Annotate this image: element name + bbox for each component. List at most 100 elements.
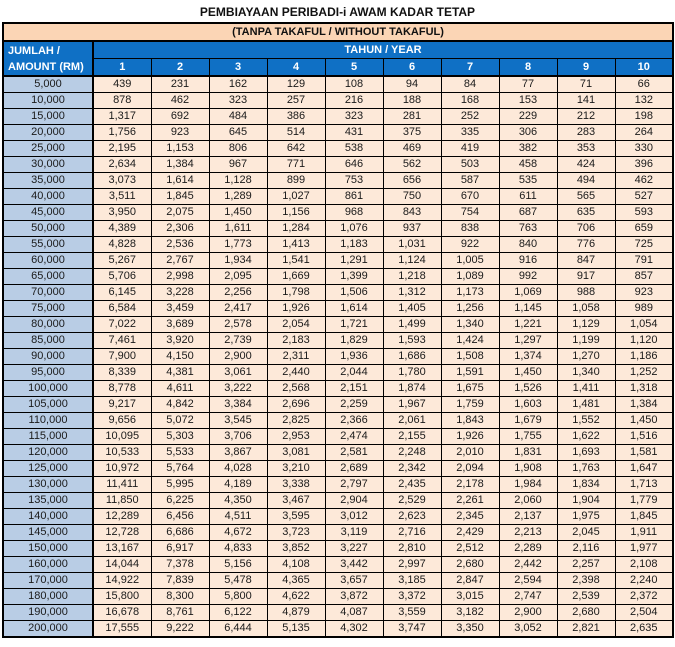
payment-value-cell: 1,984 (498, 476, 558, 493)
payment-value-cell: 15,800 (92, 588, 152, 605)
payment-value-cell: 861 (324, 188, 384, 205)
payment-value-cell: 335 (440, 124, 500, 141)
payment-value-cell: 2,568 (266, 380, 326, 397)
payment-value-cell: 565 (556, 188, 616, 205)
payment-value-cell: 3,595 (266, 508, 326, 525)
table-row: 5,000 439 231 162 129 108 94 84 77 71 66 (2, 75, 674, 93)
payment-value-cell: 7,022 (92, 316, 152, 333)
amount-cell: 125,000 (2, 460, 94, 477)
payment-value-cell: 1,908 (498, 460, 558, 477)
payment-value-cell: 2,095 (208, 268, 268, 285)
payment-value-cell: 2,689 (324, 460, 384, 477)
payment-value-cell: 3,872 (324, 588, 384, 605)
payment-value-cell: 2,061 (382, 412, 442, 429)
payment-value-cell: 14,044 (92, 556, 152, 573)
payment-value-cell: 2,442 (498, 556, 558, 573)
payment-value-cell: 7,839 (150, 572, 210, 589)
payment-value-cell: 2,578 (208, 316, 268, 333)
payment-value-cell: 2,311 (266, 348, 326, 365)
payment-value-cell: 538 (324, 140, 384, 157)
payment-value-cell: 2,998 (150, 268, 210, 285)
payment-value-cell: 3,559 (382, 604, 442, 621)
payment-value-cell: 11,850 (92, 492, 152, 509)
payment-value-cell: 1,129 (556, 316, 616, 333)
payment-value-cell: 396 (614, 156, 674, 173)
payment-value-cell: 4,511 (208, 508, 268, 525)
table-row: 55,000 4,828 2,536 1,773 1,413 1,183 1,031 922 8… (2, 236, 674, 253)
payment-value-cell: 3,350 (440, 620, 500, 638)
table-row: 125,000 10,972 5,764 4,028 3,210 2,689 2,342 2,… (2, 460, 674, 477)
amount-cell: 50,000 (2, 220, 94, 237)
payment-value-cell: 3,689 (150, 316, 210, 333)
payment-value-cell: 5,303 (150, 428, 210, 445)
payment-value-cell: 1,124 (382, 252, 442, 269)
payment-value-cell: 2,997 (382, 556, 442, 573)
amount-cell: 55,000 (2, 236, 94, 253)
payment-value-cell: 229 (498, 108, 558, 125)
payment-value-cell: 514 (266, 124, 326, 141)
payment-value-cell: 750 (382, 188, 442, 205)
payment-value-cell: 1,218 (382, 268, 442, 285)
payment-value-cell: 94 (382, 75, 442, 93)
payment-value-cell: 5,072 (150, 412, 210, 429)
payment-value-cell: 1,713 (614, 476, 674, 493)
table-row: 10,000 878 462 323 257 216 188 168 153 141 132 (2, 92, 674, 109)
payment-value-cell: 3,920 (150, 332, 210, 349)
payment-value-cell: 1,153 (150, 140, 210, 157)
payment-value-cell: 1,424 (440, 332, 500, 349)
payment-value-cell: 1,552 (556, 412, 616, 429)
payment-value-cell: 12,289 (92, 508, 152, 525)
payment-value-cell: 264 (614, 124, 674, 141)
amount-cell: 35,000 (2, 172, 94, 189)
year-column-header: 10 (614, 58, 674, 77)
payment-value-cell: 5,156 (208, 556, 268, 573)
payment-value-cell: 216 (324, 92, 384, 109)
amount-cell: 95,000 (2, 364, 94, 381)
payment-value-cell: 1,340 (556, 364, 616, 381)
table-row: 75,000 6,584 3,459 2,417 1,926 1,614 1,405 1,25… (2, 300, 674, 317)
payment-value-cell: 2,504 (614, 604, 674, 621)
payment-value-cell: 1,156 (266, 204, 326, 221)
table-row: 70,000 6,145 3,228 2,256 1,798 1,506 1,312 1,17… (2, 284, 674, 301)
amount-cell: 70,000 (2, 284, 94, 301)
amount-cell: 190,000 (2, 604, 94, 621)
payment-value-cell: 3,511 (92, 188, 152, 205)
amount-cell: 105,000 (2, 396, 94, 413)
payment-value-cell: 847 (556, 252, 616, 269)
payment-value-cell: 2,635 (614, 620, 674, 638)
payment-value-cell: 1,374 (498, 348, 558, 365)
payment-value-cell: 3,467 (266, 492, 326, 509)
payment-value-cell: 2,151 (324, 380, 384, 397)
amount-column-header: JUMLAH / AMOUNT (RM) (2, 40, 94, 77)
payment-value-cell: 168 (440, 92, 500, 109)
payment-value-cell: 692 (150, 108, 210, 125)
payment-value-cell: 5,764 (150, 460, 210, 477)
payment-value-cell: 469 (382, 140, 442, 157)
payment-value-cell: 2,634 (92, 156, 152, 173)
payment-value-cell: 923 (150, 124, 210, 141)
table-row: 140,000 12,289 6,456 4,511 3,595 3,012 2,623 2,… (2, 508, 674, 525)
payment-value-cell: 1,256 (440, 300, 500, 317)
amount-cell: 40,000 (2, 188, 94, 205)
payment-value-cell: 3,867 (208, 444, 268, 461)
year-column-header: 5 (324, 58, 384, 77)
payment-value-cell: 5,800 (208, 588, 268, 605)
table-row: 25,000 2,195 1,153 806 642 538 469 419 382 353 330 (2, 140, 674, 157)
payment-value-cell: 11,411 (92, 476, 152, 493)
amount-cell: 170,000 (2, 572, 94, 589)
table-row: 15,000 1,317 692 484 386 323 281 252 229 212 198 (2, 108, 674, 125)
payment-value-cell: 77 (498, 75, 558, 93)
payment-value-cell: 2,108 (614, 556, 674, 573)
table-row: 150,000 13,167 6,917 4,833 3,852 3,227 2,810 2,… (2, 540, 674, 557)
payment-value-cell: 2,094 (440, 460, 500, 477)
payment-value-cell: 922 (440, 236, 500, 253)
table-row: 115,000 10,095 5,303 3,706 2,953 2,474 2,155 1,… (2, 428, 674, 445)
payment-value-cell: 937 (382, 220, 442, 237)
payment-value-cell: 4,622 (266, 588, 326, 605)
payment-value-cell: 725 (614, 236, 674, 253)
payment-value-cell: 1,252 (614, 364, 674, 381)
payment-value-cell: 5,267 (92, 252, 152, 269)
table-row: 130,000 11,411 5,995 4,189 3,338 2,797 2,435 2,… (2, 476, 674, 493)
payment-value-cell: 2,429 (440, 524, 500, 541)
payment-value-cell: 2,440 (266, 364, 326, 381)
